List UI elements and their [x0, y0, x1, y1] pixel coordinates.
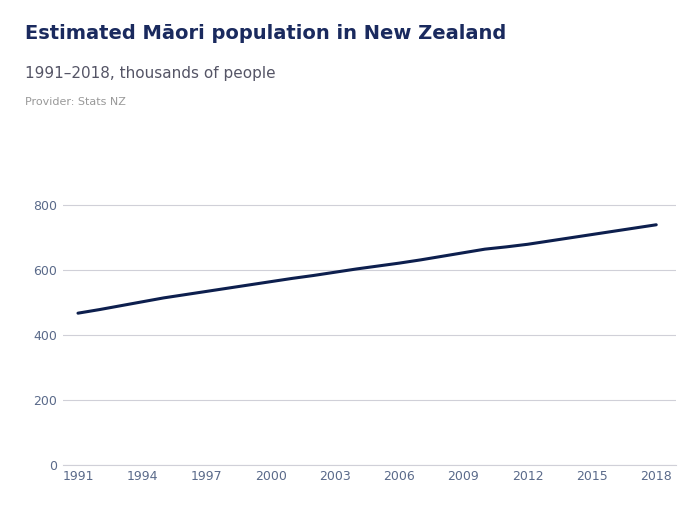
Text: 1991–2018, thousands of people: 1991–2018, thousands of people — [25, 66, 275, 81]
Text: figure.nz: figure.nz — [584, 18, 668, 35]
Text: Provider: Stats NZ: Provider: Stats NZ — [25, 97, 125, 107]
Text: Estimated Māori population in New Zealand: Estimated Māori population in New Zealan… — [25, 24, 505, 43]
